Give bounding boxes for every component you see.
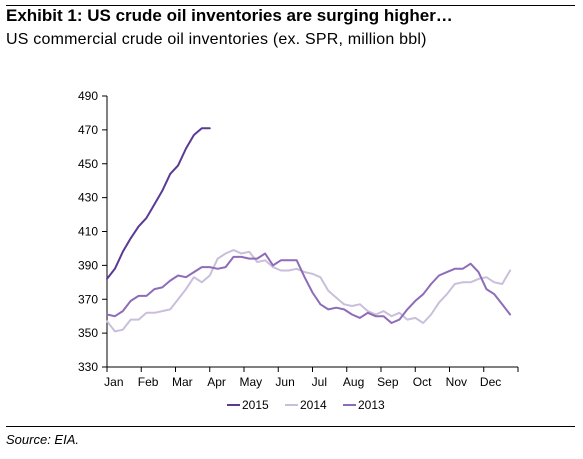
y-tick-label: 350 [78, 326, 98, 340]
x-tick-label: Mar [172, 375, 193, 389]
y-tick-label: 410 [78, 225, 98, 239]
y-axis-ticks: 330 350 370 390 410 430 450 470 490 [78, 89, 107, 374]
x-tick-label: Jun [275, 375, 294, 389]
x-tick-label: Sep [377, 375, 399, 389]
legend-label-2015: 2015 [242, 398, 269, 412]
y-tick-label: 330 [78, 360, 98, 374]
x-tick-label: Feb [138, 375, 159, 389]
series-line-2014 [106, 249, 512, 333]
x-tick-label: Apr [207, 375, 226, 389]
x-tick-label: May [240, 375, 263, 389]
y-tick-label: 390 [78, 258, 98, 272]
y-tick-label: 470 [78, 123, 98, 137]
series-layer [106, 127, 512, 333]
y-tick-label: 450 [78, 157, 98, 171]
y-tick-label: 430 [78, 191, 98, 205]
x-tick-label: Jan [104, 375, 123, 389]
x-tick-label: Aug [343, 375, 364, 389]
source-rule [6, 426, 575, 427]
x-tick-label: Jul [312, 375, 327, 389]
x-axis-ticks: Jan Feb Mar Apr May Jun Jul Aug Sep Oct Nov Dec [104, 367, 519, 389]
x-tick-label: Nov [446, 375, 467, 389]
exhibit-title: Exhibit 1: US crude oil inventories are … [6, 6, 453, 25]
exhibit-subtitle: US commercial crude oil inventories (ex.… [6, 31, 427, 48]
series-line-2013 [106, 252, 512, 324]
source-note: Source: EIA. [6, 432, 79, 447]
legend-label-2014: 2014 [300, 398, 327, 412]
series-line-2015 [106, 127, 211, 280]
title-rule [6, 5, 575, 6]
y-tick-label: 370 [78, 292, 98, 306]
legend-label-2013: 2013 [358, 398, 385, 412]
x-tick-label: Oct [413, 375, 432, 389]
x-tick-label: Dec [480, 375, 501, 389]
legend: 2015 2014 2013 [227, 398, 385, 412]
y-tick-label: 490 [78, 89, 98, 103]
